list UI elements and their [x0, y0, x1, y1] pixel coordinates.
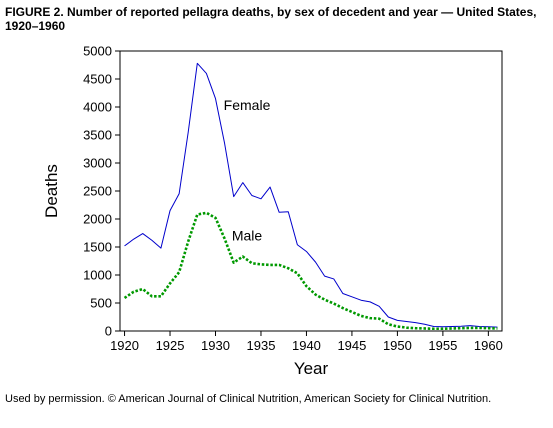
x-tick-label: 1955	[428, 338, 457, 353]
y-tick-label: 1000	[83, 268, 112, 283]
chart-axes: 0 500 1000 1500 2000 2500 3000 3500 4000 4500 5000…	[83, 44, 503, 354]
x-tick-label: 1950	[383, 338, 412, 353]
permission-note: Used by permission. © American Journal o…	[5, 393, 492, 405]
y-tick-label: 1500	[83, 240, 112, 255]
chart-lines	[123, 62, 498, 331]
series-line-male	[123, 211, 498, 331]
plot-frame	[119, 50, 503, 332]
series-label-male: Male	[232, 227, 263, 243]
x-tick-label: 1920	[110, 338, 139, 353]
series-label-female: Female	[224, 97, 271, 113]
chart-labels: Year Deaths Female Male	[42, 97, 329, 378]
y-tick-label: 3500	[83, 128, 112, 143]
x-tick-label: 1930	[201, 338, 230, 353]
y-tick-label: 500	[90, 296, 112, 311]
x-tick-label: 1945	[337, 338, 366, 353]
series-line-female	[124, 62, 498, 328]
x-tick-label: 1935	[247, 338, 276, 353]
y-tick-label: 3000	[83, 156, 112, 171]
y-tick-label: 2000	[83, 212, 112, 227]
y-tick-label: 4500	[83, 72, 112, 87]
figure-title: FIGURE 2. Number of reported pellagra de…	[5, 5, 537, 33]
x-tick-label: 1925	[156, 338, 185, 353]
pellagra-deaths-chart: 0 500 1000 1500 2000 2500 3000 3500 4000 4500 5000…	[42, 44, 503, 379]
y-tick-label: 2500	[83, 184, 112, 199]
y-tick-label: 4000	[83, 100, 112, 115]
y-axis-title: Deaths	[42, 164, 61, 218]
y-tick-label: 5000	[83, 44, 112, 59]
x-tick-label: 1960	[474, 338, 503, 353]
x-axis-title: Year	[294, 359, 329, 378]
x-tick-label: 1940	[292, 338, 321, 353]
y-tick-label: 0	[105, 324, 112, 339]
